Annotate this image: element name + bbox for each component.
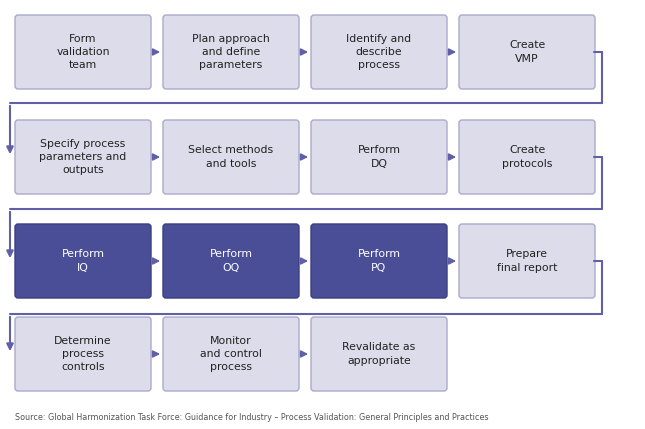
Text: Create
VMP: Create VMP — [509, 40, 545, 63]
Text: Perform
DQ: Perform DQ — [357, 145, 401, 169]
Text: Source: Global Harmonization Task Force: Guidance for Industry – Process Validat: Source: Global Harmonization Task Force:… — [15, 413, 488, 422]
FancyBboxPatch shape — [311, 224, 447, 298]
FancyBboxPatch shape — [163, 120, 299, 194]
Text: Perform
OQ: Perform OQ — [210, 249, 252, 272]
Text: Revalidate as
appropriate: Revalidate as appropriate — [342, 342, 415, 366]
FancyBboxPatch shape — [311, 120, 447, 194]
FancyBboxPatch shape — [459, 120, 595, 194]
FancyBboxPatch shape — [15, 224, 151, 298]
FancyBboxPatch shape — [311, 15, 447, 89]
Text: Form
validation
team: Form validation team — [56, 34, 110, 70]
Text: Identify and
describe
process: Identify and describe process — [346, 34, 412, 70]
Text: Perform
PQ: Perform PQ — [357, 249, 401, 272]
Text: Specify process
parameters and
outputs: Specify process parameters and outputs — [39, 139, 126, 175]
FancyBboxPatch shape — [311, 317, 447, 391]
FancyBboxPatch shape — [15, 120, 151, 194]
Text: Prepare
final report: Prepare final report — [497, 249, 557, 272]
Text: Determine
process
controls: Determine process controls — [54, 336, 112, 372]
FancyBboxPatch shape — [459, 224, 595, 298]
FancyBboxPatch shape — [163, 317, 299, 391]
FancyBboxPatch shape — [15, 317, 151, 391]
Text: Perform
IQ: Perform IQ — [61, 249, 104, 272]
Text: Monitor
and control
process: Monitor and control process — [200, 336, 262, 372]
Text: Select methods
and tools: Select methods and tools — [188, 145, 273, 169]
Text: Create
protocols: Create protocols — [502, 145, 552, 169]
Text: Plan approach
and define
parameters: Plan approach and define parameters — [192, 34, 270, 70]
FancyBboxPatch shape — [15, 15, 151, 89]
FancyBboxPatch shape — [163, 224, 299, 298]
FancyBboxPatch shape — [459, 15, 595, 89]
FancyBboxPatch shape — [163, 15, 299, 89]
